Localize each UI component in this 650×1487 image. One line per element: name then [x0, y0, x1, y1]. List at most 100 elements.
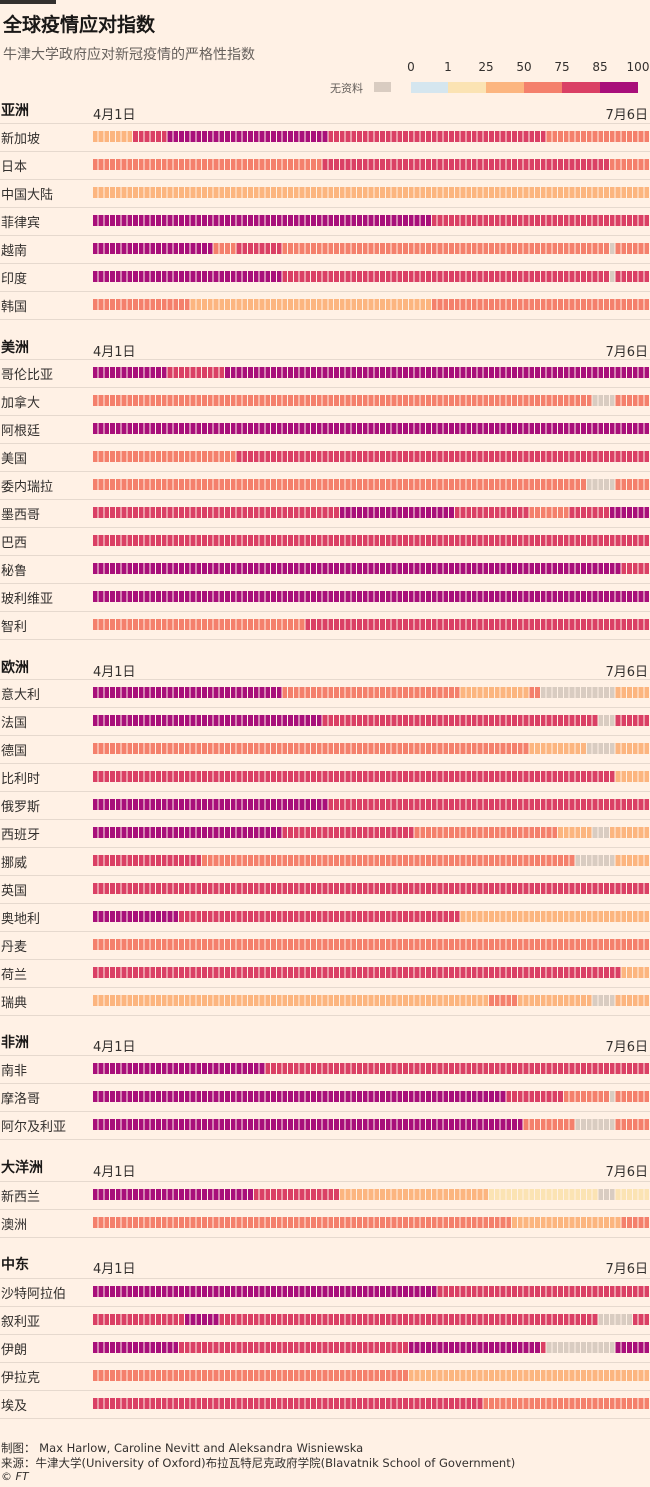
day-cell	[259, 855, 265, 866]
day-cell	[316, 367, 322, 378]
day-cell	[523, 1091, 529, 1102]
day-cell	[627, 967, 632, 978]
day-cell	[179, 395, 184, 406]
day-cell	[345, 367, 351, 378]
day-cell	[104, 451, 110, 462]
day-cell	[466, 687, 471, 698]
day-cell	[127, 883, 133, 894]
day-cell	[517, 911, 523, 922]
day-cell	[403, 423, 408, 434]
day-cell	[253, 271, 259, 282]
day-cell	[121, 131, 127, 142]
country-stringency-bar	[93, 159, 649, 170]
day-cell	[644, 1063, 649, 1074]
day-cell	[569, 1342, 575, 1353]
day-cell	[282, 715, 288, 726]
day-cell	[454, 215, 460, 226]
day-cell	[248, 939, 253, 950]
day-cell	[414, 1189, 420, 1200]
day-cell	[345, 1063, 351, 1074]
day-cell	[644, 1286, 649, 1297]
day-cell	[362, 967, 368, 978]
day-cell	[523, 395, 529, 406]
day-cell	[253, 563, 259, 574]
day-cell	[558, 1314, 563, 1325]
day-cell	[523, 367, 529, 378]
day-cell	[368, 243, 374, 254]
day-cell	[242, 799, 248, 810]
day-cell	[156, 479, 161, 490]
day-cell	[471, 1119, 477, 1130]
day-cell	[403, 619, 408, 630]
day-cell	[380, 131, 385, 142]
day-cell	[540, 1286, 546, 1297]
day-cell	[173, 215, 179, 226]
day-cell	[345, 715, 351, 726]
day-cell	[598, 159, 604, 170]
day-cell	[288, 743, 293, 754]
day-cell	[345, 771, 351, 782]
day-cell	[156, 855, 161, 866]
day-cell	[437, 423, 443, 434]
day-cell	[460, 939, 466, 950]
day-cell	[477, 1063, 483, 1074]
day-cell	[586, 1091, 592, 1102]
day-cell	[529, 619, 535, 630]
day-cell	[368, 563, 374, 574]
day-cell	[351, 687, 357, 698]
day-cell	[621, 1091, 627, 1102]
day-cell	[471, 479, 477, 490]
day-cell	[293, 243, 299, 254]
day-cell	[265, 395, 271, 406]
day-cell	[115, 911, 121, 922]
day-cell	[265, 451, 271, 462]
day-cell	[225, 299, 230, 310]
day-cell	[609, 939, 615, 950]
day-cell	[403, 243, 408, 254]
day-cell	[328, 939, 334, 950]
day-cell	[460, 271, 466, 282]
day-cell	[489, 1189, 494, 1200]
day-cell	[150, 591, 156, 602]
day-cell	[357, 131, 362, 142]
day-cell	[110, 967, 115, 978]
day-cell	[466, 507, 471, 518]
day-cell	[98, 619, 104, 630]
day-cell	[368, 215, 374, 226]
day-cell	[299, 715, 305, 726]
day-cell	[483, 367, 489, 378]
day-cell	[546, 187, 552, 198]
day-cell	[408, 967, 414, 978]
day-cell	[592, 187, 598, 198]
day-cell	[167, 1398, 173, 1409]
day-cell	[362, 939, 368, 950]
day-cell	[414, 367, 420, 378]
day-cell	[506, 271, 512, 282]
row-divider	[0, 359, 650, 360]
day-cell	[225, 1370, 230, 1381]
day-cell	[288, 687, 293, 698]
day-cell	[420, 299, 426, 310]
day-cell	[609, 827, 615, 838]
day-cell	[512, 563, 517, 574]
row-divider	[0, 1209, 650, 1210]
day-cell	[460, 1091, 466, 1102]
day-cell	[644, 271, 649, 282]
day-cell	[253, 715, 259, 726]
day-cell	[345, 1119, 351, 1130]
day-cell	[345, 591, 351, 602]
day-cell	[368, 299, 374, 310]
day-cell	[357, 995, 362, 1006]
day-cell	[563, 771, 569, 782]
day-cell	[558, 563, 563, 574]
day-cell	[98, 855, 104, 866]
day-cell	[276, 507, 282, 518]
day-cell	[339, 855, 345, 866]
day-cell	[431, 799, 437, 810]
day-cell	[477, 271, 483, 282]
day-cell	[581, 451, 586, 462]
day-cell	[454, 855, 460, 866]
day-cell	[569, 451, 575, 462]
day-cell	[517, 799, 523, 810]
day-cell	[328, 827, 334, 838]
